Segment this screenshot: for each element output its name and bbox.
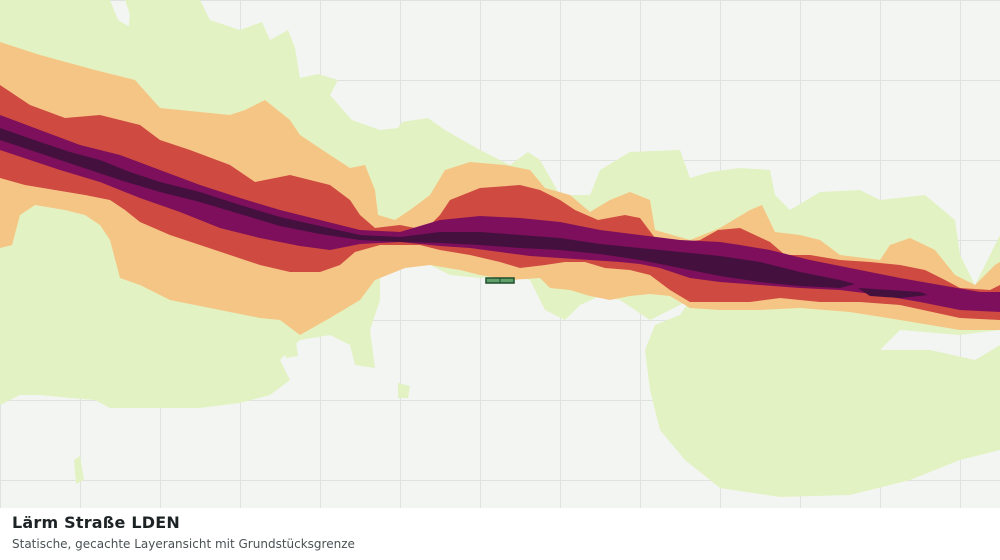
map-subtitle: Statische, gecachte Layeransicht mit Gru… (12, 537, 355, 551)
map-caption: Lärm Straße LDEN Statische, gecachte Lay… (0, 508, 1000, 560)
map-title: Lärm Straße LDEN (12, 513, 180, 532)
property-boundary[interactable] (485, 277, 515, 284)
noise-band-highest (0, 128, 928, 298)
noise-map[interactable] (0, 0, 1000, 508)
